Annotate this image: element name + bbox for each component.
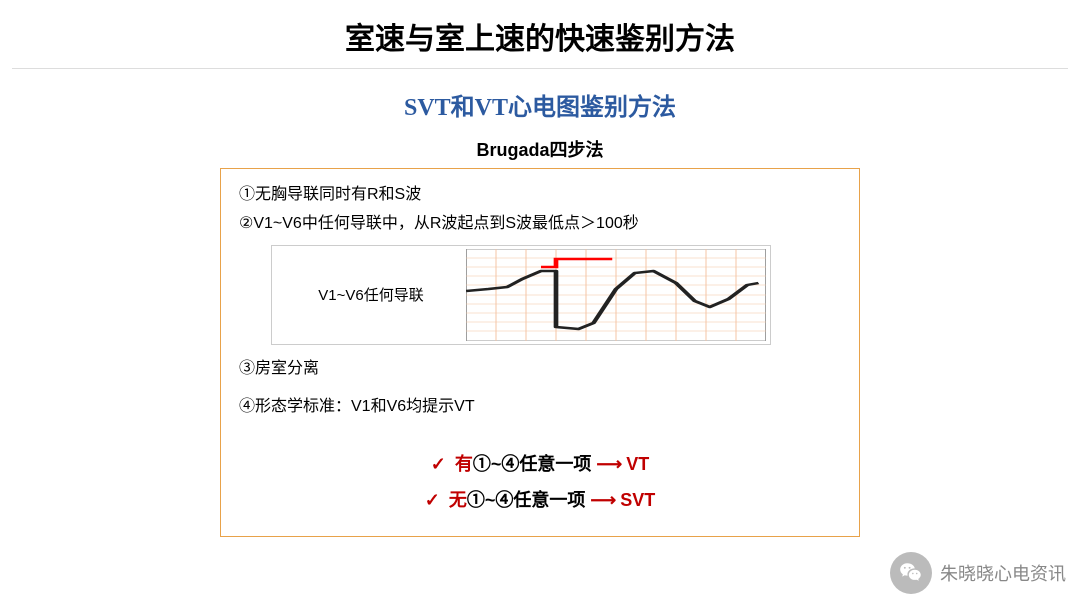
watermark: 朱晓晓心电资讯 — [890, 552, 1066, 594]
ecg-chart — [466, 249, 766, 341]
check-icon: ✓ — [425, 490, 440, 510]
ecg-chart-label: V1~V6任何导联 — [276, 284, 466, 305]
step-4: ④形态学标准：V1和V6均提示VT — [239, 393, 841, 422]
arrow-icon: ⟶ — [590, 490, 615, 510]
box-title: Brugada四步法 — [0, 136, 1080, 162]
has-text: 有 — [455, 454, 473, 474]
svt-label: SVT — [620, 490, 655, 510]
arrow-icon: ⟶ — [596, 454, 621, 474]
brugada-box: ①无胸导联同时有R和S波 ②V1~V6中任何导联中，从R波起点到S波最低点＞10… — [220, 168, 860, 537]
check-icon: ✓ — [431, 454, 446, 474]
step-2: ②V1~V6中任何导联中，从R波起点到S波最低点＞100秒 — [239, 210, 841, 239]
sub-title: SVT和VT心电图鉴别方法 — [0, 69, 1080, 130]
main-title: 室速与室上速的快速鉴别方法 — [12, 0, 1068, 69]
conclusion-svt: ✓ 无①~④任意一项 ⟶ SVT — [239, 482, 841, 518]
conclusion-block: ✓ 有①~④任意一项 ⟶ VT ✓ 无①~④任意一项 ⟶ SVT — [239, 446, 841, 518]
wechat-icon — [890, 552, 932, 594]
ecg-chart-container: V1~V6任何导联 — [271, 245, 771, 345]
step-1: ①无胸导联同时有R和S波 — [239, 181, 841, 210]
step-3: ③房室分离 — [239, 355, 841, 384]
watermark-text: 朱晓晓心电资讯 — [940, 560, 1066, 586]
no-text: 无 — [449, 490, 467, 510]
vt-label: VT — [626, 454, 649, 474]
conclusion-vt: ✓ 有①~④任意一项 ⟶ VT — [239, 446, 841, 482]
